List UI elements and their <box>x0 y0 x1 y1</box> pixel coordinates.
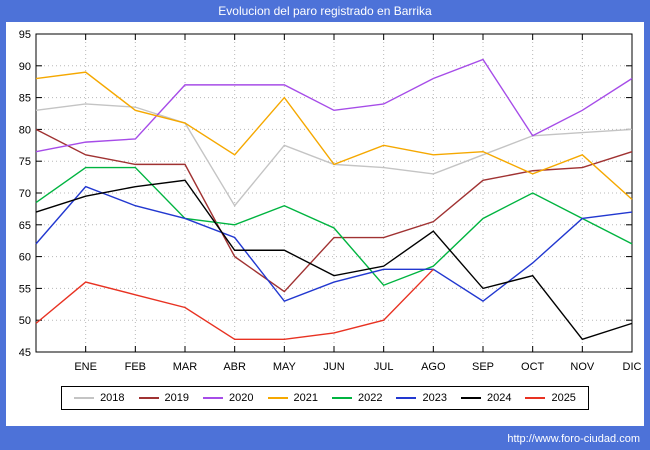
legend-label-2023: 2023 <box>422 392 447 404</box>
line-chart-canvas: 45 50 55 60 65 70 75 80 85 90 95 ENE FEB MAR ABR MAY JUN… <box>6 26 644 378</box>
chart-title: Evolucion del paro registrado en Barrika <box>218 4 432 18</box>
legend-label-2020: 2020 <box>229 392 254 404</box>
legend-swatch-2018 <box>74 397 95 399</box>
x-tick-label-SEP: SEP <box>472 361 494 373</box>
legend-label-2025: 2025 <box>551 392 576 404</box>
x-tick-label-AGO: AGO <box>421 361 446 373</box>
x-tick-label-NOV: NOV <box>570 361 595 373</box>
y-tick-label-80: 80 <box>19 124 31 136</box>
x-tick-label-MAR: MAR <box>173 361 198 373</box>
x-tick-label-JUL: JUL <box>374 361 394 373</box>
y-tick-label-90: 90 <box>19 61 31 73</box>
y-tick-label-65: 65 <box>19 220 31 232</box>
y-tick-label-60: 60 <box>19 252 31 264</box>
series-line-2022 <box>35 166 633 287</box>
legend-swatch-2023 <box>396 397 417 399</box>
y-tick-label-95: 95 <box>19 29 31 41</box>
series-line-2025 <box>35 268 434 340</box>
legend-item-2021: 2021 <box>267 392 318 404</box>
y-tick-label-50: 50 <box>19 315 31 327</box>
legend-swatch-2020 <box>203 397 224 399</box>
legend-item-2023: 2023 <box>396 392 447 404</box>
legend-label-2021: 2021 <box>293 392 318 404</box>
y-tick-label-70: 70 <box>19 188 31 200</box>
y-tick-label-55: 55 <box>19 283 31 295</box>
y-tick-label-75: 75 <box>19 156 31 168</box>
y-tick-label-45: 45 <box>19 347 31 359</box>
legend-item-2022: 2022 <box>332 392 382 404</box>
legend-swatch-2019 <box>138 397 159 399</box>
legend-swatch-2021 <box>267 397 288 399</box>
x-tick-label-OCT: OCT <box>521 361 545 373</box>
legend-item-2019: 2019 <box>138 392 190 404</box>
x-tick-label-DIC: DIC <box>623 361 642 373</box>
legend-item-2025: 2025 <box>525 392 576 404</box>
x-tick-label-ENE: ENE <box>74 361 97 373</box>
legend-label-2022: 2022 <box>358 392 383 404</box>
series-line-2024 <box>35 179 633 341</box>
chart-title-bar: Evolucion del paro registrado en Barrika <box>0 0 650 22</box>
legend-label-2018: 2018 <box>100 392 125 404</box>
x-tick-label-FEB: FEB <box>125 361 146 373</box>
legend-label-2024: 2024 <box>486 392 512 404</box>
legend-item-2024: 2024 <box>460 392 512 404</box>
legend-swatch-2022 <box>332 397 352 399</box>
series-line-2021 <box>35 71 633 200</box>
x-tick-label-ABR: ABR <box>223 361 246 373</box>
series-line-2023 <box>35 185 633 302</box>
x-tick-label-JUN: JUN <box>323 361 344 373</box>
legend-item-2020: 2020 <box>203 392 254 404</box>
footer-url: http://www.foro-ciudad.com <box>507 433 640 445</box>
chart-legend: 2018 2019 2020 2021 2022 2023 2024 2025 <box>61 386 589 410</box>
series-line-2020 <box>35 58 633 153</box>
chart-panel: 45 50 55 60 65 70 75 80 85 90 95 ENE FEB MAR ABR MAY JUN… <box>6 22 644 426</box>
legend-item-2018: 2018 <box>74 392 125 404</box>
legend-swatch-2025 <box>525 397 546 399</box>
legend-swatch-2024 <box>460 397 481 399</box>
y-tick-label-85: 85 <box>19 93 31 105</box>
x-tick-label-MAY: MAY <box>273 361 297 373</box>
series-line-2019 <box>35 128 633 293</box>
legend-label-2019: 2019 <box>164 392 190 404</box>
